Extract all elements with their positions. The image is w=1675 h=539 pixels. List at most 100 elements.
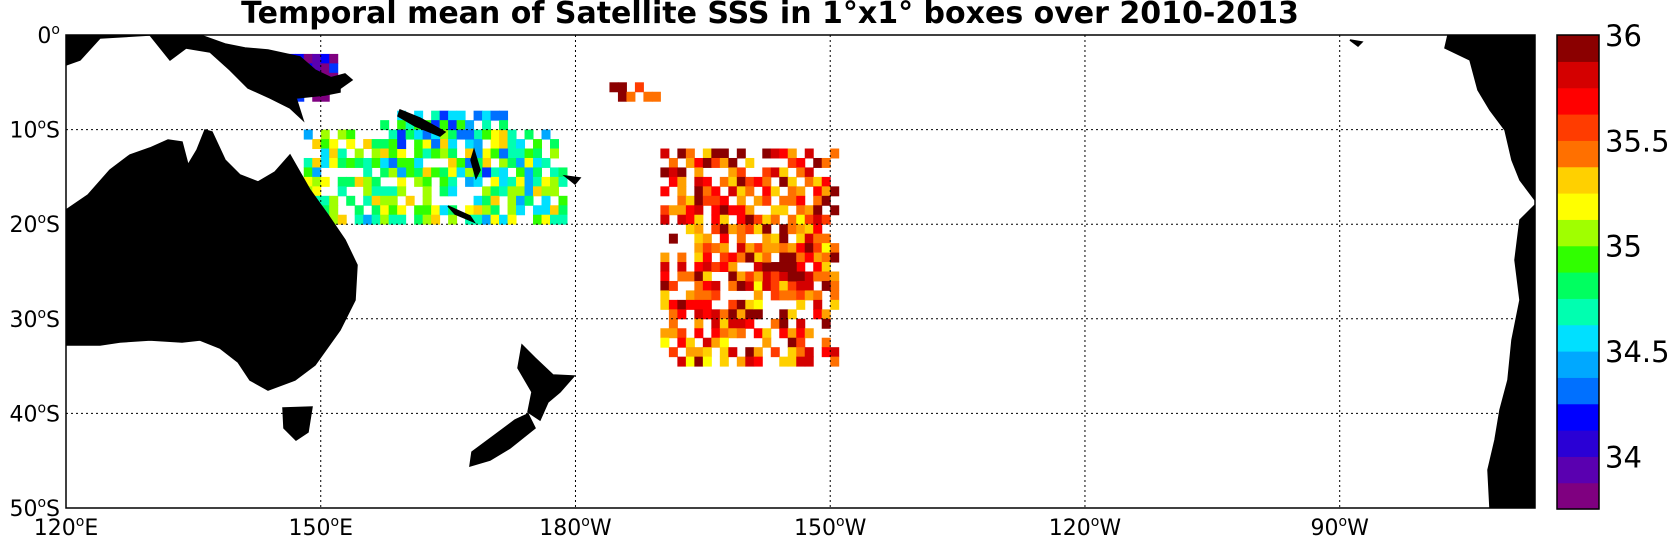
x-tick-label: 150oW — [794, 514, 867, 539]
colorbar-swatch — [1557, 298, 1599, 326]
sss-cell — [685, 195, 695, 206]
sss-cell — [499, 129, 509, 140]
sss-cell — [405, 120, 415, 131]
sss-cell — [346, 139, 356, 150]
sss-cell — [813, 243, 823, 254]
sss-cell — [813, 252, 823, 263]
sss-cell — [660, 252, 670, 263]
sss-cell — [796, 205, 806, 216]
sss-cell — [346, 195, 356, 206]
sss-cell — [473, 214, 483, 225]
sss-cell — [337, 157, 347, 168]
sss-cell — [312, 167, 322, 178]
sss-cell — [524, 186, 534, 197]
sss-cell — [490, 186, 500, 197]
sss-cell — [762, 271, 772, 282]
sss-cell — [482, 157, 492, 168]
sss-cell — [320, 148, 330, 159]
sss-cell — [770, 186, 780, 197]
sss-cell — [753, 195, 763, 206]
sss-cell — [668, 205, 678, 216]
sss-cell — [550, 186, 559, 197]
sss-cell — [490, 110, 500, 121]
sss-cell — [337, 176, 347, 187]
sss-cell — [380, 139, 390, 150]
sss-cell — [711, 157, 721, 168]
sss-cell — [779, 167, 789, 178]
sss-cell — [312, 176, 322, 187]
sss-cell — [337, 129, 347, 140]
sss-cell — [745, 214, 755, 225]
sss-cell — [830, 347, 840, 358]
sss-cell — [753, 176, 763, 187]
sss-cell — [465, 148, 475, 159]
sss-cell — [677, 309, 687, 320]
sss-cell — [541, 129, 551, 140]
sss-cell — [617, 82, 627, 93]
sss-cell — [736, 280, 746, 291]
sss-cell — [796, 347, 806, 358]
sss-cell — [677, 167, 687, 178]
sss-cell — [736, 309, 746, 320]
x-tick-label: 180oW — [539, 514, 612, 539]
sss-cell — [524, 129, 534, 140]
sss-cell — [516, 167, 526, 178]
sss-cell — [719, 148, 729, 159]
sss-cell — [719, 157, 729, 168]
sss-cell — [779, 148, 789, 159]
colorbar-ticks: 34 34.5 35 35.5 36 — [1605, 19, 1670, 474]
sss-cell — [813, 299, 823, 310]
sss-cell — [830, 205, 840, 216]
sss-cell — [456, 167, 466, 178]
sss-cell — [312, 53, 322, 64]
sss-cell — [745, 347, 755, 358]
sss-cell — [702, 280, 712, 291]
sss-cell — [685, 214, 695, 225]
sss-cell — [787, 243, 797, 254]
sss-cell — [711, 309, 721, 320]
sss-cell — [439, 148, 449, 159]
sss-cell — [753, 243, 763, 254]
sss-cell — [762, 195, 772, 206]
sss-cell — [779, 309, 789, 320]
sss-cell — [448, 148, 458, 159]
colorbar-swatch — [1557, 114, 1599, 141]
sss-cell — [736, 318, 746, 329]
sss-cell — [770, 243, 780, 254]
sss-cell — [320, 195, 330, 206]
sss-cell — [770, 347, 780, 358]
sss-cell — [813, 176, 823, 187]
sss-cell — [779, 243, 789, 254]
sss-cell — [677, 214, 687, 225]
sss-cell — [397, 205, 407, 216]
sss-cell — [550, 167, 559, 178]
sss-cell — [813, 157, 823, 168]
sss-cell — [762, 337, 772, 348]
sss-cell — [719, 309, 729, 320]
sss-cell — [677, 186, 687, 197]
sss-cell — [499, 176, 509, 187]
sss-cell — [762, 214, 772, 225]
sss-cell — [490, 167, 500, 178]
sss-cell — [813, 214, 823, 225]
sss-cell — [711, 214, 721, 225]
sss-cell — [821, 337, 831, 348]
sss-cell — [711, 186, 721, 197]
sss-cell — [787, 290, 797, 301]
sss-cell — [779, 195, 789, 206]
sss-cell — [804, 243, 814, 254]
sss-cell — [482, 129, 492, 140]
sss-cell — [753, 271, 763, 282]
sss-cell — [736, 148, 746, 159]
sss-cell — [320, 129, 330, 140]
colorbar-swatch — [1557, 272, 1599, 299]
y-axis-ticks: 0o 10oS 20oS 30oS 40oS 50oS — [9, 22, 60, 522]
sss-cell — [329, 148, 339, 159]
sss-cell — [685, 290, 695, 301]
sss-cell — [448, 139, 458, 150]
sss-cell — [677, 205, 687, 216]
sss-cell — [779, 262, 789, 272]
colorbar-swatch — [1557, 456, 1599, 484]
sss-cell — [626, 91, 636, 102]
sss-cell — [728, 224, 738, 235]
